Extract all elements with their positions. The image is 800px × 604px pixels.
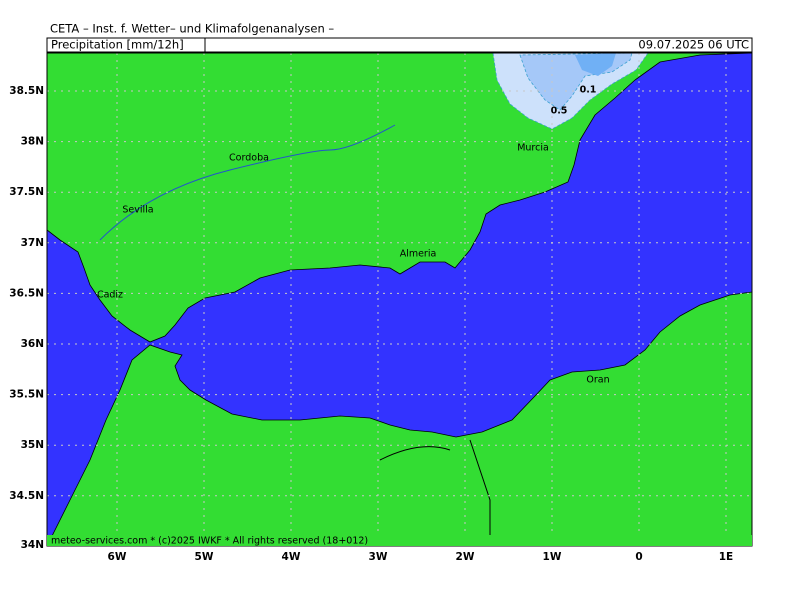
lat-label: 35N — [21, 439, 44, 451]
footer: meteo-services.com * (c)2025 IWKF * All … — [51, 536, 368, 547]
header-bar — [46, 37, 753, 53]
lat-label: 38.5N — [9, 85, 44, 97]
lon-label: 1W — [543, 551, 562, 563]
city-label: Almeria — [400, 249, 437, 260]
lon-label: 3W — [369, 551, 388, 563]
lat-label: 34N — [21, 539, 44, 551]
lat-label: 35.5N — [9, 389, 44, 401]
city-label: Murcia — [517, 143, 549, 154]
city-label: Cordoba — [229, 153, 269, 164]
header-title: CETA – Inst. f. Wetter– und Klimafolgena… — [50, 22, 334, 36]
time-label: 09.07.2025 06 UTC — [638, 38, 749, 52]
lat-label: 37.5N — [9, 186, 44, 198]
lon-label: 5W — [195, 551, 214, 563]
contour-label: 0.5 — [551, 106, 568, 117]
lon-label: 0 — [635, 551, 642, 563]
lon-label: 2W — [456, 551, 475, 563]
product-label: Precipitation [mm/12h] — [51, 38, 184, 52]
lat-label: 34.5N — [9, 490, 44, 502]
footer-bar — [47, 535, 752, 546]
city-label: Sevilla — [122, 205, 153, 216]
map-area — [47, 53, 752, 546]
lon-label: 6W — [108, 551, 127, 563]
lat-label: 36N — [21, 338, 44, 350]
border — [379, 439, 491, 546]
precip-dark — [575, 53, 616, 76]
lat-label: 37N — [21, 237, 44, 249]
river — [99, 124, 396, 241]
city-label: Oran — [586, 375, 609, 386]
lon-label: 1E — [719, 551, 733, 563]
city-label: Cadiz — [97, 290, 123, 301]
contour-label: 0.1 — [580, 85, 597, 96]
lat-label: 38N — [21, 136, 44, 148]
grid — [47, 53, 752, 546]
lat-label: 36.5N — [9, 287, 44, 299]
lon-label: 4W — [282, 551, 301, 563]
